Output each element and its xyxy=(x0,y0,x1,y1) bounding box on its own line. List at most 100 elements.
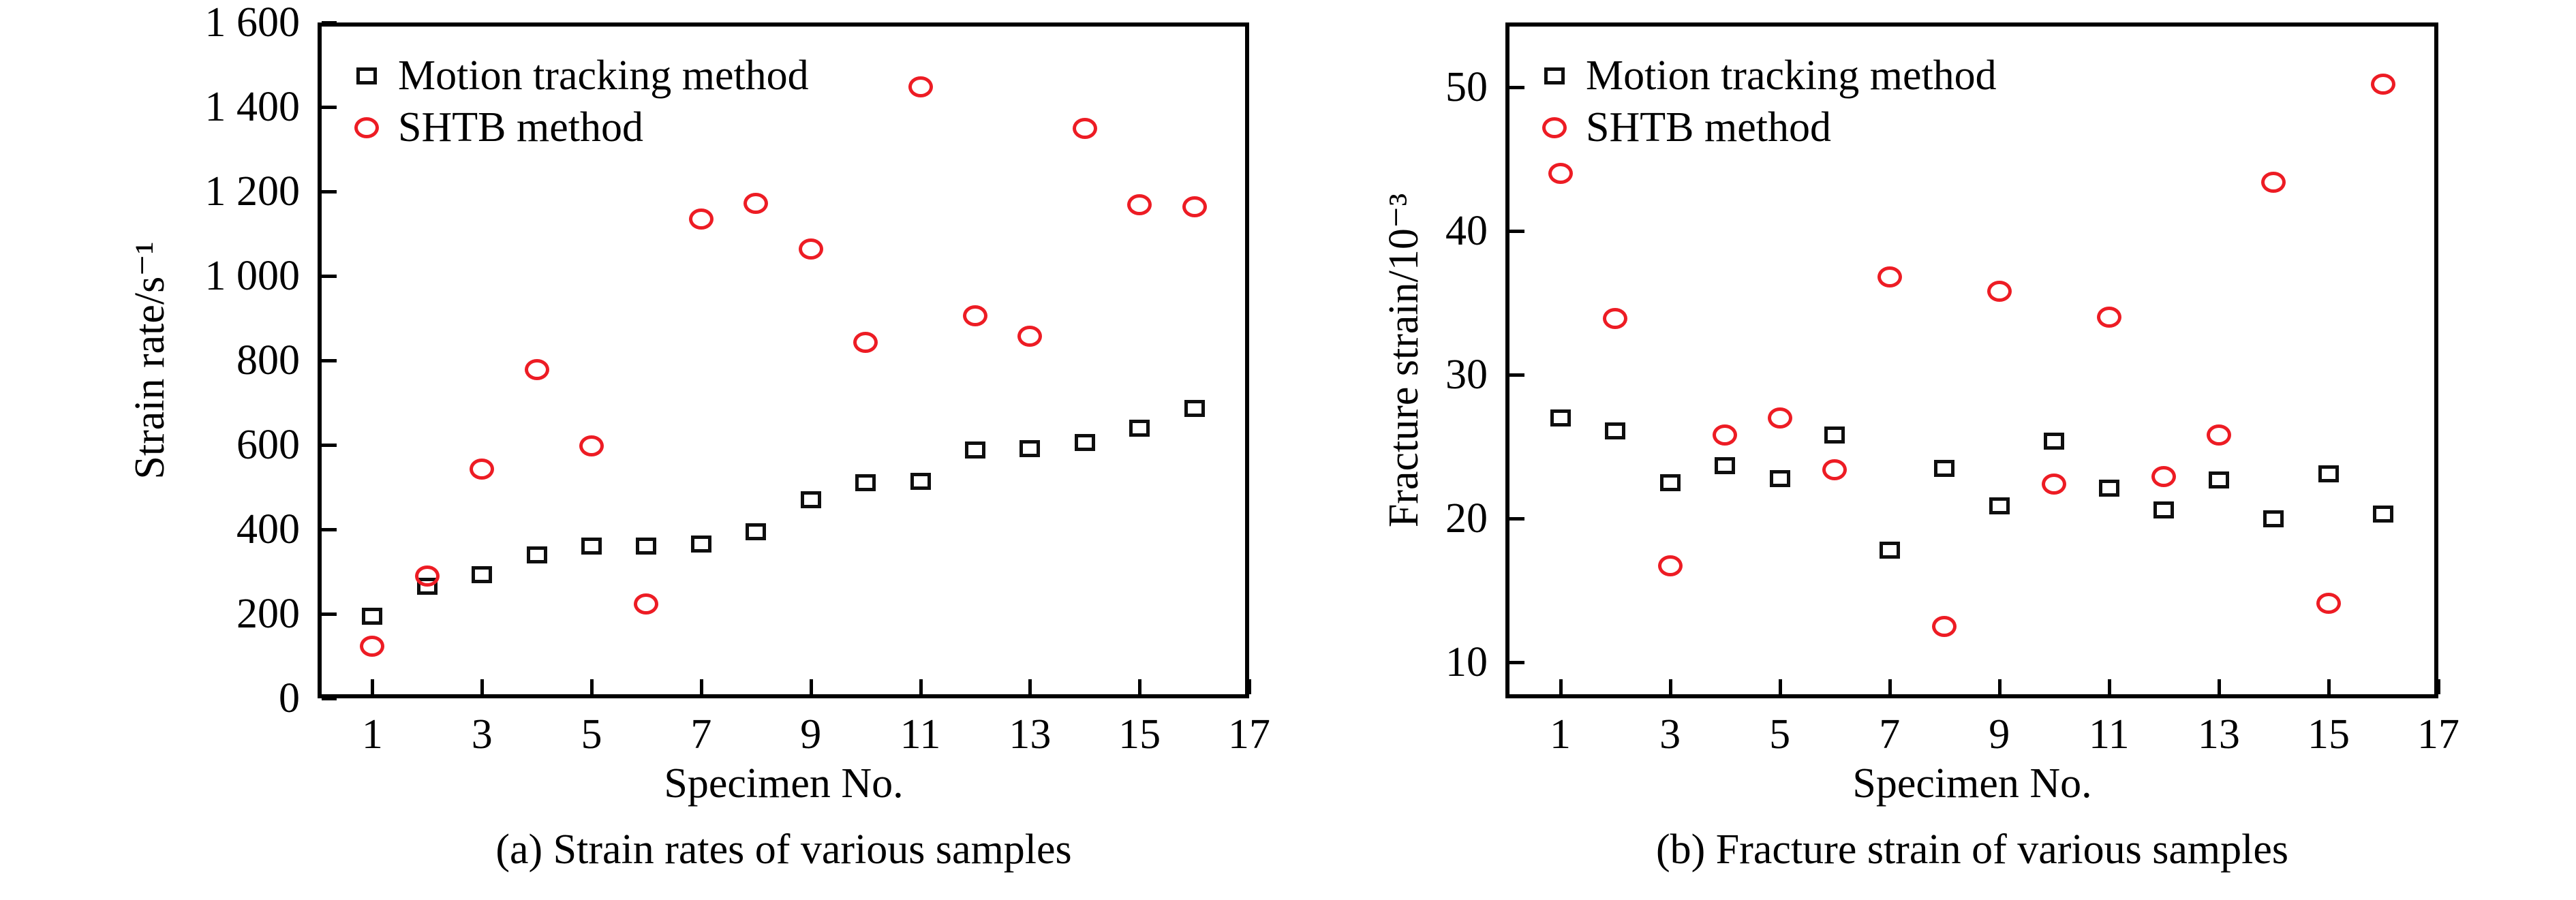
y-tick-label: 1 000 xyxy=(204,253,301,299)
data-point-square xyxy=(2208,471,2229,488)
data-point-circle xyxy=(2096,307,2121,328)
data-point-circle xyxy=(1987,281,2012,302)
x-tick xyxy=(919,679,923,694)
y-tick-label: 0 xyxy=(279,675,300,721)
data-point-circle xyxy=(743,192,769,214)
x-tick-label: 5 xyxy=(1769,711,1791,758)
data-point-square xyxy=(2153,501,2175,518)
y-tick xyxy=(322,444,337,447)
data-point-square xyxy=(472,565,493,583)
data-point-circle xyxy=(2151,466,2177,488)
data-point-square xyxy=(800,491,821,509)
data-point-square xyxy=(1824,426,1845,444)
chart-b-legend-label-shtb: SHTB method xyxy=(1586,104,1831,151)
y-tick-label: 40 xyxy=(1445,208,1488,255)
data-point-square xyxy=(2044,432,2065,450)
data-point-circle xyxy=(1877,266,1902,288)
data-point-circle xyxy=(360,636,385,657)
data-point-square xyxy=(746,523,767,540)
y-tick xyxy=(1509,661,1524,665)
data-point-square xyxy=(362,607,383,625)
data-point-circle xyxy=(1713,424,1738,446)
y-tick xyxy=(322,697,337,700)
x-tick-label: 3 xyxy=(1659,711,1681,758)
x-tick-label: 13 xyxy=(2197,711,2240,758)
chart-a-legend-circle-marker xyxy=(354,117,379,138)
chart-b-y-axis-title: Fracture strain/10⁻³ xyxy=(1381,193,1427,528)
data-point-square xyxy=(855,474,876,492)
data-point-square xyxy=(636,538,657,555)
y-tick-label: 600 xyxy=(236,422,300,468)
x-tick xyxy=(480,679,485,694)
y-tick-label: 1 400 xyxy=(204,84,301,130)
x-tick xyxy=(371,679,375,694)
x-tick xyxy=(699,679,703,694)
data-point-circle xyxy=(414,565,440,587)
data-point-circle xyxy=(688,208,714,230)
data-point-square xyxy=(910,472,931,490)
data-point-square xyxy=(964,441,985,459)
chart-b-legend-square-marker xyxy=(1544,67,1565,84)
y-tick-label: 1 600 xyxy=(204,0,301,46)
x-tick-label: 1 xyxy=(1550,711,1571,758)
chart-b-caption: (b) Fracture strain of various samples xyxy=(1655,826,2288,873)
data-point-square xyxy=(1879,542,1900,559)
x-tick-label: 11 xyxy=(2088,711,2130,758)
y-tick xyxy=(322,21,337,25)
chart-b-legend-label-motion: Motion tracking method xyxy=(1586,52,1997,99)
x-tick-label: 15 xyxy=(2307,711,2350,758)
data-point-circle xyxy=(962,305,987,327)
x-tick xyxy=(2217,679,2221,694)
y-tick xyxy=(322,612,337,616)
y-tick-label: 800 xyxy=(236,337,300,384)
x-tick-label: 13 xyxy=(1009,711,1052,758)
plot-frame xyxy=(318,22,1249,698)
data-point-square xyxy=(1019,440,1041,458)
data-point-square xyxy=(1184,400,1205,418)
y-tick xyxy=(322,275,337,278)
data-point-circle xyxy=(524,359,549,381)
y-tick xyxy=(322,190,337,193)
data-point-square xyxy=(1605,422,1626,439)
data-point-square xyxy=(581,538,602,555)
x-tick-label: 9 xyxy=(1989,711,2010,758)
y-tick-label: 30 xyxy=(1445,352,1488,399)
y-tick-label: 50 xyxy=(1445,63,1488,110)
y-tick xyxy=(1509,230,1524,234)
data-point-circle xyxy=(1657,555,1683,577)
y-tick xyxy=(322,528,337,531)
x-tick-label: 1 xyxy=(361,711,383,758)
data-point-circle xyxy=(853,332,878,354)
x-tick xyxy=(1997,679,2002,694)
chart-a-legend-label-shtb: SHTB method xyxy=(398,104,643,151)
data-point-circle xyxy=(908,76,933,97)
data-point-square xyxy=(690,536,711,553)
y-tick xyxy=(1509,373,1524,377)
data-point-circle xyxy=(2261,171,2286,193)
data-point-circle xyxy=(2371,74,2396,95)
data-point-square xyxy=(526,546,547,563)
data-point-circle xyxy=(634,593,659,615)
data-point-circle xyxy=(1182,196,1207,218)
data-point-circle xyxy=(1932,615,1957,637)
x-tick xyxy=(1559,679,1563,694)
data-point-circle xyxy=(1017,326,1043,347)
x-tick-label: 17 xyxy=(2417,711,2459,758)
x-tick-label: 7 xyxy=(1879,711,1901,758)
data-point-square xyxy=(1769,469,1790,487)
data-point-circle xyxy=(2206,424,2231,446)
x-tick-label: 15 xyxy=(1118,711,1161,758)
x-tick-label: 3 xyxy=(471,711,493,758)
data-point-square xyxy=(2318,465,2339,483)
chart-a-y-axis-title: Strain rate/s⁻¹ xyxy=(127,241,173,480)
y-tick-label: 1 200 xyxy=(204,168,301,215)
data-point-circle xyxy=(1072,117,1097,139)
chart-a-legend-label-motion: Motion tracking method xyxy=(398,52,809,99)
data-point-square xyxy=(1659,474,1681,491)
data-point-circle xyxy=(798,238,823,260)
chart-b-x-axis-title: Specimen No. xyxy=(1852,760,2092,807)
x-tick xyxy=(1888,679,1892,694)
x-tick-label: 5 xyxy=(581,711,602,758)
data-point-square xyxy=(2373,506,2394,523)
